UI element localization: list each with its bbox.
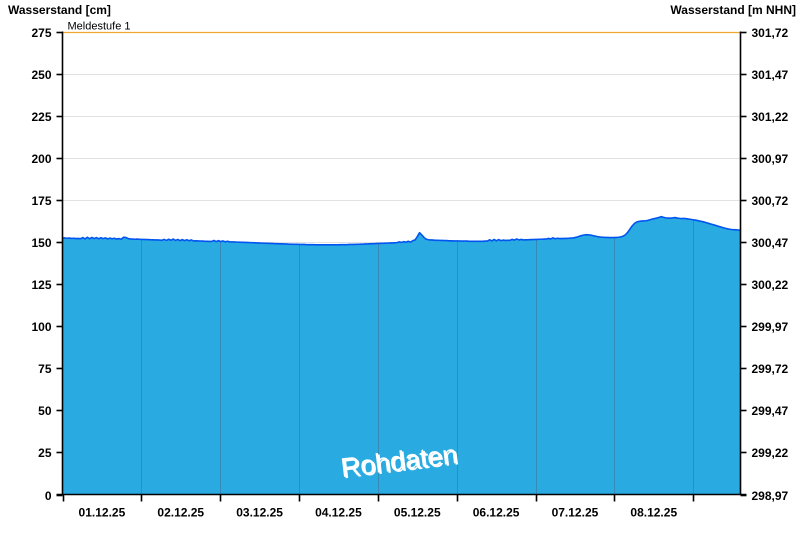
- data-area: [62, 216, 741, 495]
- left-tick-label: 275: [31, 26, 51, 40]
- x-tick-label: 08.12.25: [630, 506, 677, 520]
- bottom-axis-ticks: 01.12.25 02.12.25 03.12.25 04.12.25 05.12.25…: [62, 494, 695, 520]
- x-tick-label: 02.12.25: [157, 506, 204, 520]
- left-tick-label: 150: [31, 236, 51, 250]
- left-tick-label: 175: [31, 194, 51, 208]
- right-tick-label: 299,97: [752, 320, 789, 334]
- left-tick-label: 25: [38, 446, 52, 460]
- right-tick-label: 301,72: [752, 26, 789, 40]
- left-axis-title: Wasserstand [cm]: [8, 3, 111, 17]
- x-tick-label: 06.12.25: [473, 506, 520, 520]
- right-tick-label: 300,22: [752, 278, 789, 292]
- right-tick-label: 299,22: [752, 446, 789, 460]
- right-axis-title: Wasserstand [m NHN]: [670, 3, 796, 17]
- right-tick-label: 301,22: [752, 110, 789, 124]
- day-separators: [141, 219, 694, 495]
- right-tick-label: 301,47: [752, 68, 789, 82]
- left-tick-label: 250: [31, 68, 51, 82]
- left-axis-ticks: 0 25 50 75 100 125 150 175 200 225 250 275: [31, 26, 63, 503]
- left-tick-label: 50: [38, 404, 52, 418]
- x-tick-label: 03.12.25: [236, 506, 283, 520]
- x-tick-label: 01.12.25: [79, 506, 126, 520]
- left-tick-label: 75: [38, 362, 52, 376]
- right-tick-label: 299,47: [752, 404, 789, 418]
- left-tick-label: 125: [31, 278, 51, 292]
- left-tick-label: 0: [45, 489, 52, 503]
- right-tick-label: 299,72: [752, 362, 789, 376]
- x-tick-label: 04.12.25: [315, 506, 362, 520]
- right-tick-label: 298,97: [752, 489, 789, 503]
- left-tick-label: 225: [31, 110, 51, 124]
- x-tick-label: 05.12.25: [394, 506, 441, 520]
- meldestufe-1-line: Meldestufe 1: [62, 21, 741, 34]
- left-tick-label: 200: [31, 152, 51, 166]
- left-tick-label: 100: [31, 320, 51, 334]
- right-tick-label: 300,72: [752, 194, 789, 208]
- meldestufe-1-label: Meldestufe 1: [68, 21, 131, 33]
- x-tick-label: 07.12.25: [552, 506, 599, 520]
- right-tick-label: 300,47: [752, 236, 789, 250]
- right-axis-ticks: 298,97 299,22 299,47 299,72 299,97 300,22 300,…: [740, 26, 789, 503]
- axes: [56, 31, 747, 496]
- data-line: [61, 215, 742, 246]
- right-tick-label: 300,97: [752, 152, 789, 166]
